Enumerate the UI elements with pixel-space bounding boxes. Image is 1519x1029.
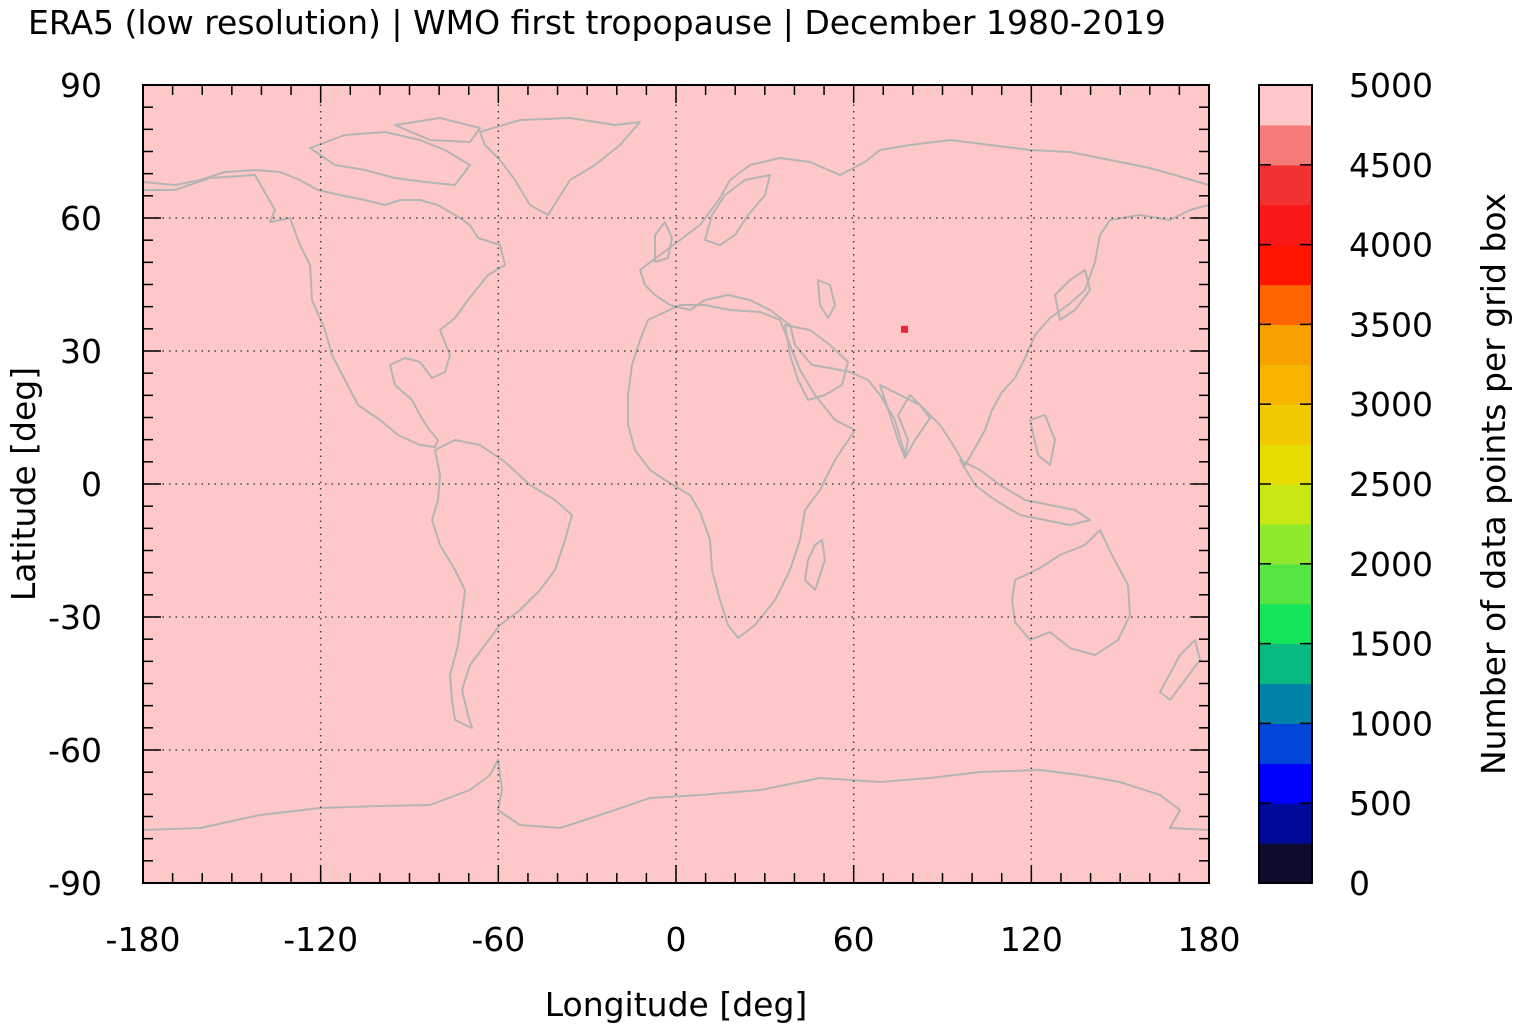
colorbar-frame — [1258, 84, 1313, 884]
x-tick-label: -180 — [106, 920, 181, 959]
coastline-southeast-asia — [959, 414, 1091, 526]
y-tick-label: 60 — [60, 199, 102, 238]
coastline-antarctica — [142, 759, 1210, 831]
colorbar — [1259, 84, 1312, 884]
x-tick-labels: -180 -120 -60 0 60 120 180 — [106, 920, 1241, 959]
colorbar-tick-label: 1500 — [1349, 625, 1433, 664]
y-tick-labels: -90 -60 -30 0 30 60 90 — [48, 66, 102, 903]
x-tick-label: -120 — [283, 920, 358, 959]
colorbar-tick-label: 4000 — [1349, 226, 1433, 265]
colorbar-swatch — [1259, 843, 1312, 884]
colorbar-swatch — [1259, 204, 1312, 246]
colorbar-swatch — [1259, 803, 1312, 844]
colorbar-tick-label: 0 — [1349, 864, 1370, 903]
x-tick-label: 180 — [1178, 920, 1241, 959]
coastline-canadian-arctic — [309, 117, 481, 186]
x-tick-label: 0 — [666, 920, 687, 959]
colorbar-tick-label: 3000 — [1349, 385, 1433, 424]
colorbar-swatch — [1259, 284, 1312, 325]
colorbar-swatch — [1259, 364, 1312, 405]
colorbar-tick-labels: 0 500 1000 1500 2000 2500 3000 3500 4000 4500 5000 — [1349, 66, 1433, 903]
colorbar-swatch — [1259, 603, 1312, 645]
colorbar-swatch — [1259, 723, 1312, 764]
colorbar-swatch — [1259, 683, 1312, 724]
colorbar-swatch — [1259, 484, 1312, 525]
map-frame — [142, 84, 1210, 884]
y-tick-label: 30 — [60, 332, 102, 371]
colorbar-tick-label: 3500 — [1349, 305, 1433, 344]
colorbar-tick-label: 4500 — [1349, 146, 1433, 185]
axis-ticks — [142, 84, 1210, 884]
colorbar-swatch — [1259, 164, 1312, 206]
coastline-madagascar — [804, 539, 826, 591]
colorbar-tick-label: 2000 — [1349, 545, 1433, 584]
y-tick-label: 90 — [60, 66, 102, 105]
coastline-north-america — [142, 169, 506, 448]
y-tick-label: -90 — [48, 864, 102, 903]
coastline-british-isles — [654, 221, 673, 263]
y-tick-label: 0 — [81, 465, 102, 504]
anomaly-cell — [901, 325, 909, 333]
coastline-australia — [1011, 529, 1131, 656]
colorbar-swatch — [1259, 324, 1312, 365]
coastline-india — [879, 384, 931, 459]
colorbar-swatch — [1259, 85, 1312, 126]
colorbar-swatch — [1259, 523, 1312, 565]
colorbar-swatch — [1259, 444, 1312, 485]
grid-lines — [143, 85, 1209, 883]
y-tick-label: -60 — [48, 731, 102, 770]
colorbar-swatch — [1259, 244, 1312, 286]
chart-title: ERA5 (low resolution) | WMO first tropop… — [28, 3, 1166, 42]
y-axis-label: Latitude [deg] — [4, 367, 43, 601]
coastline-scandinavia — [704, 174, 771, 246]
y-tick-label: -30 — [48, 598, 102, 637]
colorbar-tick-label: 5000 — [1349, 66, 1433, 105]
colorbar-swatch — [1259, 763, 1312, 804]
x-tick-label: 60 — [833, 920, 875, 959]
x-axis-label: Longitude [deg] — [545, 985, 808, 1024]
coastline-africa — [627, 304, 856, 639]
map-panel — [142, 84, 1210, 884]
colorbar-swatch — [1259, 124, 1312, 166]
colorbar-swatch — [1259, 643, 1312, 685]
colorbar-tick-label: 500 — [1349, 784, 1412, 823]
x-tick-label: 120 — [1000, 920, 1063, 959]
coastline-greenland — [479, 117, 641, 216]
coastline-new-zealand — [1159, 639, 1201, 701]
coastline-arabia — [784, 324, 849, 401]
colorbar-swatch — [1259, 404, 1312, 445]
colorbar-swatch — [1259, 563, 1312, 605]
coastline-japan — [1054, 269, 1091, 321]
coastline-caspian — [817, 279, 836, 319]
colorbar-label: Number of data points per grid box — [1474, 193, 1513, 775]
x-tick-label: -60 — [471, 920, 525, 959]
colorbar-tick-label: 1000 — [1349, 704, 1433, 743]
coastline-south-america — [431, 439, 573, 729]
colorbar-tick-label: 2500 — [1349, 465, 1433, 504]
